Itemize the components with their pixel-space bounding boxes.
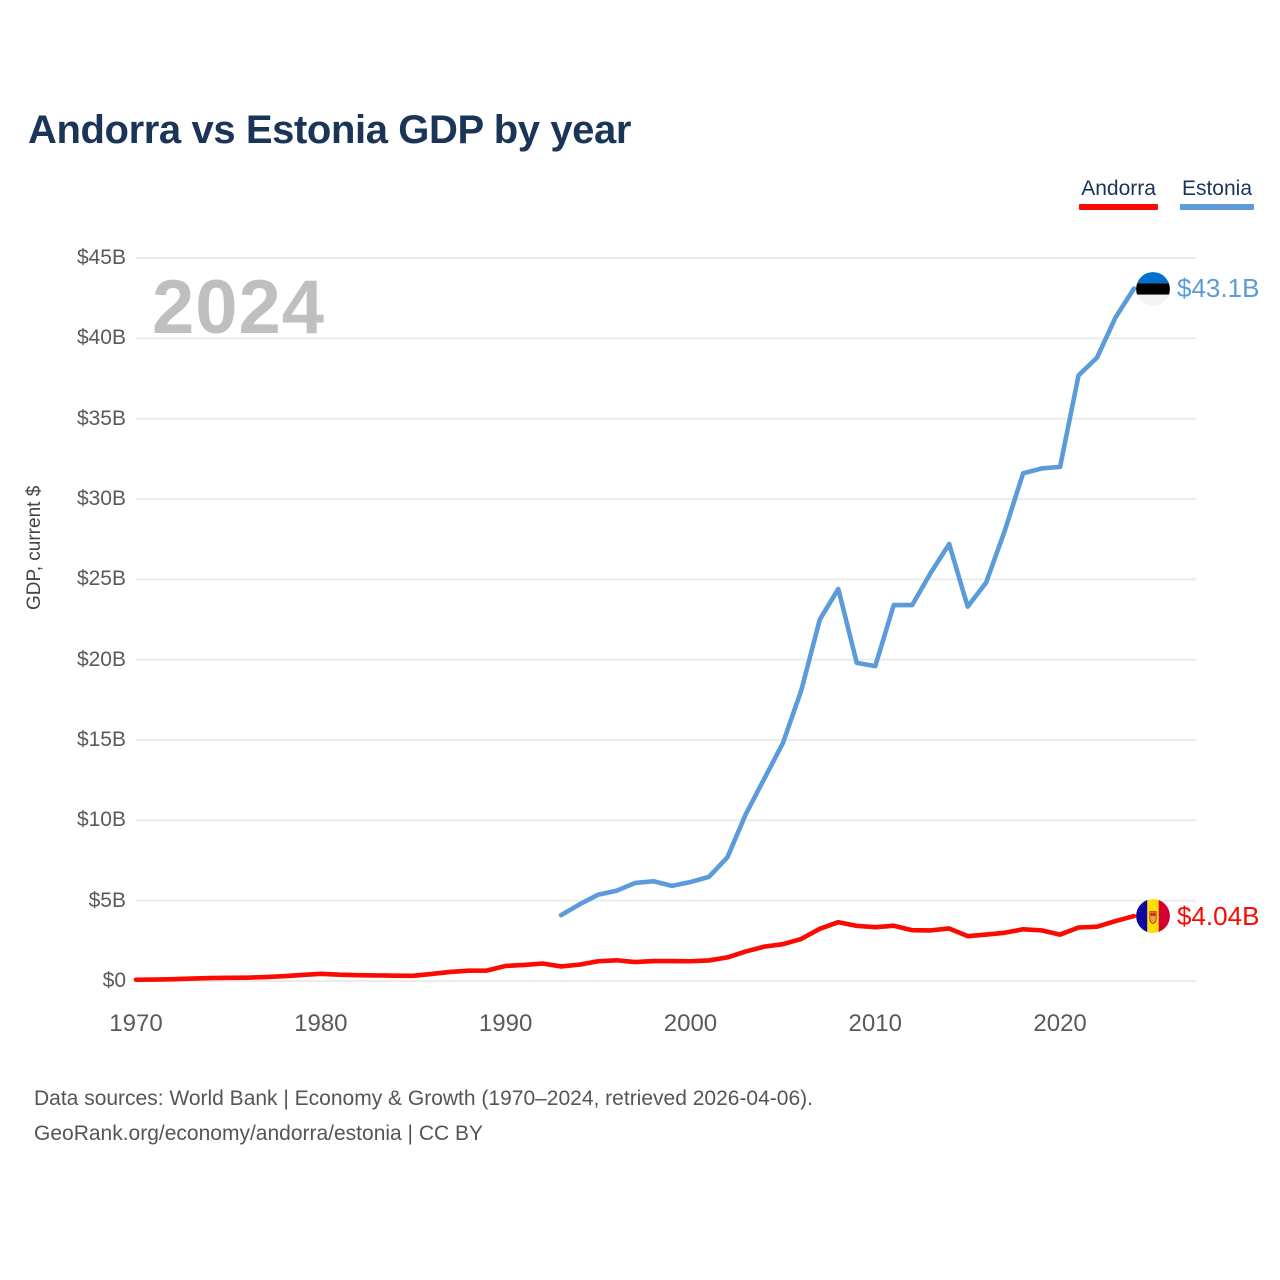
x-axis-tick: 2000 — [663, 1010, 718, 1037]
x-axis-tick: 2010 — [848, 1010, 902, 1037]
series-line-estonia — [558, 286, 1137, 918]
legend-swatch-estonia — [1179, 204, 1254, 211]
y-axis-tick: $15B — [76, 728, 126, 751]
y-axis-tick: $5B — [88, 888, 126, 912]
x-axis-tick: 1970 — [109, 1010, 163, 1037]
x-axis-tick: 2020 — [1033, 1010, 1087, 1037]
x-axis-tick: 1990 — [478, 1010, 533, 1037]
series-line-andorra — [133, 913, 1137, 983]
footer-line-1: Data sources: World Bank | Economy & Gro… — [34, 1087, 813, 1110]
y-axis-tick: $25B — [76, 567, 126, 591]
x-axis-tick: 1980 — [294, 1010, 348, 1037]
end-label-andorra: $4.04B — [1136, 899, 1260, 934]
legend-label-andorra: Andorra — [1081, 177, 1156, 200]
y-axis-tick: $20B — [76, 647, 126, 671]
chart-gridlines — [136, 257, 1196, 982]
end-label-value-andorra: $4.04B — [1177, 900, 1260, 931]
legend-label-estonia: Estonia — [1181, 177, 1252, 200]
legend-item-andorra[interactable]: Andorra — [1079, 177, 1158, 211]
footer-line-2: GeoRank.org/economy/andorra/estonia | CC… — [34, 1121, 484, 1145]
legend-swatch-andorra — [1079, 204, 1158, 211]
y-axis-tick: $0 — [102, 969, 126, 992]
andorra-flag-icon — [1136, 899, 1170, 934]
y-axis-tick: $30B — [76, 487, 126, 510]
y-axis-tick: $45B — [76, 246, 126, 269]
watermark-year: 2024 — [152, 265, 326, 350]
end-label-value-estonia: $43.1B — [1177, 273, 1260, 304]
footer-sources: Data sources: World Bank | Economy & Gro… — [34, 1082, 813, 1151]
y-axis-tick: $40B — [76, 326, 126, 350]
y-axis-tick: $35B — [76, 406, 126, 430]
estonia-flag-icon — [1136, 271, 1170, 306]
legend-item-estonia[interactable]: Estonia — [1179, 177, 1254, 211]
y-axis-title: GDP, current $ — [24, 485, 45, 610]
end-label-estonia: $43.1B — [1136, 271, 1260, 306]
y-axis-tick: $10B — [76, 808, 126, 832]
page-title: Andorra vs Estonia GDP by year — [28, 108, 632, 152]
chart-legend: Andorra Estonia — [1079, 177, 1254, 211]
